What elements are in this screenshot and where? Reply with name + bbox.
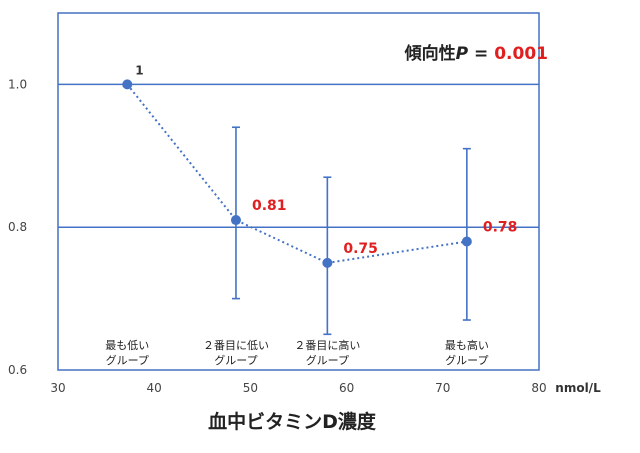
x-axis-label: 血中ビタミンD濃度 xyxy=(208,410,377,433)
data-point xyxy=(122,79,133,90)
x-axis-unit: nmol/L xyxy=(555,381,601,395)
category-label: グループ xyxy=(106,353,149,367)
category-label: ２番目に低い xyxy=(203,339,269,352)
trend-label-text: 傾向性 xyxy=(404,43,456,64)
y-tick-label: 0.8 xyxy=(8,220,27,234)
data-point xyxy=(461,236,472,247)
data-point xyxy=(230,215,241,226)
x-tick-label: 80 xyxy=(531,381,546,395)
trend-p-value: 0.001 xyxy=(494,44,548,64)
x-tick-label: 60 xyxy=(339,381,354,395)
series-line xyxy=(126,83,468,264)
y-axis-ticks: 0.6 0.8 1.0 xyxy=(8,77,27,377)
y-tick-label: 1.0 xyxy=(8,77,27,91)
x-tick-label: 70 xyxy=(435,381,450,395)
category-label: 最も高い xyxy=(445,338,489,352)
data-label: 1 xyxy=(135,63,143,77)
y-tick-label: 0.6 xyxy=(8,363,27,377)
data-label: 0.75 xyxy=(343,241,378,257)
plot-frame xyxy=(57,12,540,371)
grid-lines xyxy=(58,83,539,228)
x-tick-label: 50 xyxy=(243,381,258,395)
category-label: ２番目に高い xyxy=(294,338,360,352)
trend-equals: = xyxy=(468,44,494,64)
data-label: 0.81 xyxy=(252,198,287,214)
category-label: グループ xyxy=(306,353,349,367)
category-label: 最も低い xyxy=(105,339,149,352)
data-point xyxy=(322,257,333,268)
trend-p-annotation: 傾向性P = 0.001 xyxy=(404,43,548,64)
category-label: グループ xyxy=(445,353,488,367)
x-tick-label: 40 xyxy=(147,381,162,395)
x-axis-ticks: 30 40 50 60 70 80 xyxy=(50,381,546,395)
x-tick-label: 30 xyxy=(50,381,65,395)
series: 1 0.81 0.75 0.78 xyxy=(122,63,518,336)
trend-p-symbol: P xyxy=(456,44,469,64)
data-label: 0.78 xyxy=(483,219,518,235)
category-label: グループ xyxy=(214,353,257,367)
